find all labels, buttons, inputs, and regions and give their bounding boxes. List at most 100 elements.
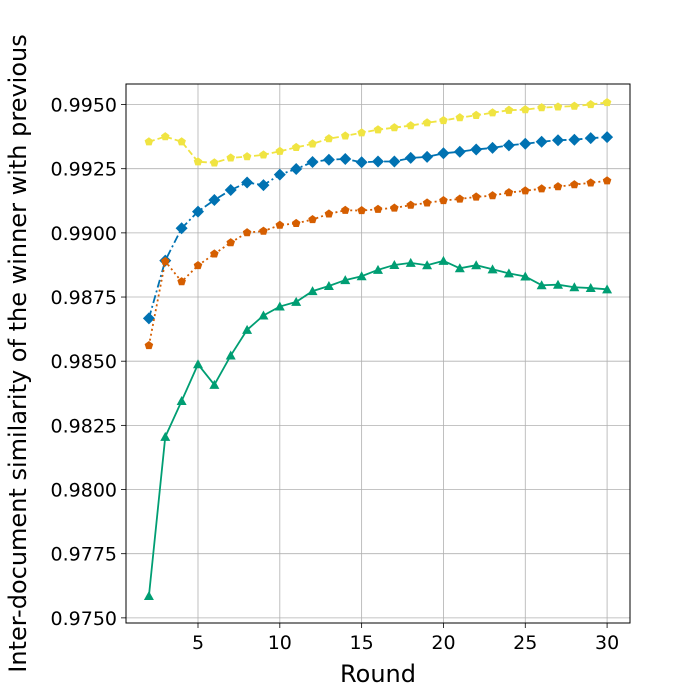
data-point-green xyxy=(209,379,220,389)
y-tick-label: 0.9900 xyxy=(51,223,117,245)
data-point-green xyxy=(356,271,367,281)
data-point-yellow xyxy=(406,121,416,130)
x-tick-label: 20 xyxy=(431,632,455,654)
data-point-green xyxy=(323,280,334,290)
plot-frame xyxy=(125,83,631,624)
data-point-orange xyxy=(340,205,350,214)
data-point-green xyxy=(471,260,482,270)
data-point-yellow xyxy=(242,152,252,161)
data-point-blue xyxy=(142,312,155,325)
data-point-yellow xyxy=(570,101,579,110)
x-tick-label: 10 xyxy=(268,632,292,654)
data-point-orange xyxy=(291,218,301,228)
data-point-blue xyxy=(470,143,483,156)
data-point-green xyxy=(225,350,236,360)
data-point-yellow xyxy=(422,118,432,127)
x-tick-label: 25 xyxy=(513,632,537,654)
data-point-blue xyxy=(372,155,384,168)
data-point-yellow xyxy=(160,132,170,141)
x-tick-label: 5 xyxy=(192,632,204,654)
y-axis-label: Inter-document similarity of the winner … xyxy=(4,34,32,672)
data-point-yellow xyxy=(471,110,481,119)
data-point-yellow xyxy=(488,108,497,117)
data-point-green xyxy=(160,431,171,441)
data-point-yellow xyxy=(357,128,366,137)
data-point-blue xyxy=(355,156,368,169)
data-point-yellow xyxy=(275,146,285,155)
data-point-blue xyxy=(453,145,466,158)
data-point-yellow xyxy=(602,97,612,107)
data-point-green xyxy=(193,359,203,369)
data-point-green xyxy=(258,310,269,320)
data-point-yellow xyxy=(226,153,236,162)
data-point-orange xyxy=(471,192,481,201)
data-point-orange xyxy=(177,277,186,286)
data-point-yellow xyxy=(259,150,268,159)
data-point-blue xyxy=(601,131,614,144)
data-point-yellow xyxy=(144,137,154,146)
data-point-yellow xyxy=(210,158,219,167)
data-point-orange xyxy=(144,341,154,350)
series-green xyxy=(143,255,613,601)
data-point-orange xyxy=(226,238,236,247)
data-point-yellow xyxy=(520,105,530,114)
y-tick-label: 0.9950 xyxy=(51,95,117,117)
grid xyxy=(126,84,630,623)
x-tick-label: 30 xyxy=(595,632,619,654)
data-point-orange xyxy=(308,215,317,224)
data-point-orange xyxy=(390,203,399,212)
series-orange xyxy=(144,176,612,350)
y-tick-label: 0.9825 xyxy=(51,415,117,437)
data-point-yellow xyxy=(193,157,203,166)
data-point-orange xyxy=(504,188,514,197)
axis-ticks: 5 10 15 20 25 30 0.9750 0.9775 0.9800 0.9825 0.985… xyxy=(51,95,620,654)
data-point-blue xyxy=(192,205,204,218)
data-point-blue xyxy=(224,184,237,197)
data-point-orange xyxy=(259,226,268,235)
data-point-orange xyxy=(537,184,546,193)
data-point-green xyxy=(307,286,318,296)
data-point-blue xyxy=(339,152,352,165)
y-tick-label: 0.9775 xyxy=(51,544,117,566)
data-point-orange xyxy=(406,200,416,209)
data-point-orange xyxy=(488,191,497,200)
data-point-blue xyxy=(241,176,254,189)
data-point-orange xyxy=(520,186,530,195)
data-point-green xyxy=(143,591,154,601)
data-point-green xyxy=(520,271,531,281)
data-point-orange xyxy=(553,182,563,191)
y-tick-label: 0.9875 xyxy=(51,287,117,309)
y-tick-label: 0.9850 xyxy=(51,351,117,373)
data-point-yellow xyxy=(291,142,301,152)
data-point-blue xyxy=(290,162,303,175)
y-tick-label: 0.9800 xyxy=(51,480,117,502)
x-axis-label: Round xyxy=(340,660,416,688)
data-point-blue xyxy=(404,151,417,164)
series-line-orange xyxy=(148,179,608,346)
data-point-orange xyxy=(602,176,612,185)
data-point-green xyxy=(291,296,302,306)
data-point-blue xyxy=(306,156,319,169)
data-point-yellow xyxy=(390,123,399,132)
data-point-green xyxy=(438,255,449,265)
data-point-blue xyxy=(584,132,597,145)
data-point-yellow xyxy=(537,103,546,112)
series-layer xyxy=(142,97,614,601)
data-point-yellow xyxy=(308,139,317,148)
data-point-blue xyxy=(568,133,581,146)
data-point-blue xyxy=(502,139,515,152)
data-point-orange xyxy=(455,194,465,203)
data-point-orange xyxy=(210,249,219,258)
data-point-orange xyxy=(242,228,252,237)
data-point-orange xyxy=(439,196,448,205)
data-point-blue xyxy=(322,153,335,166)
data-point-yellow xyxy=(324,134,334,143)
data-point-green xyxy=(373,264,383,274)
data-point-green xyxy=(585,283,596,293)
data-point-green xyxy=(503,268,514,278)
data-point-blue xyxy=(519,137,532,150)
data-point-orange xyxy=(422,198,432,207)
data-point-green xyxy=(340,275,351,285)
